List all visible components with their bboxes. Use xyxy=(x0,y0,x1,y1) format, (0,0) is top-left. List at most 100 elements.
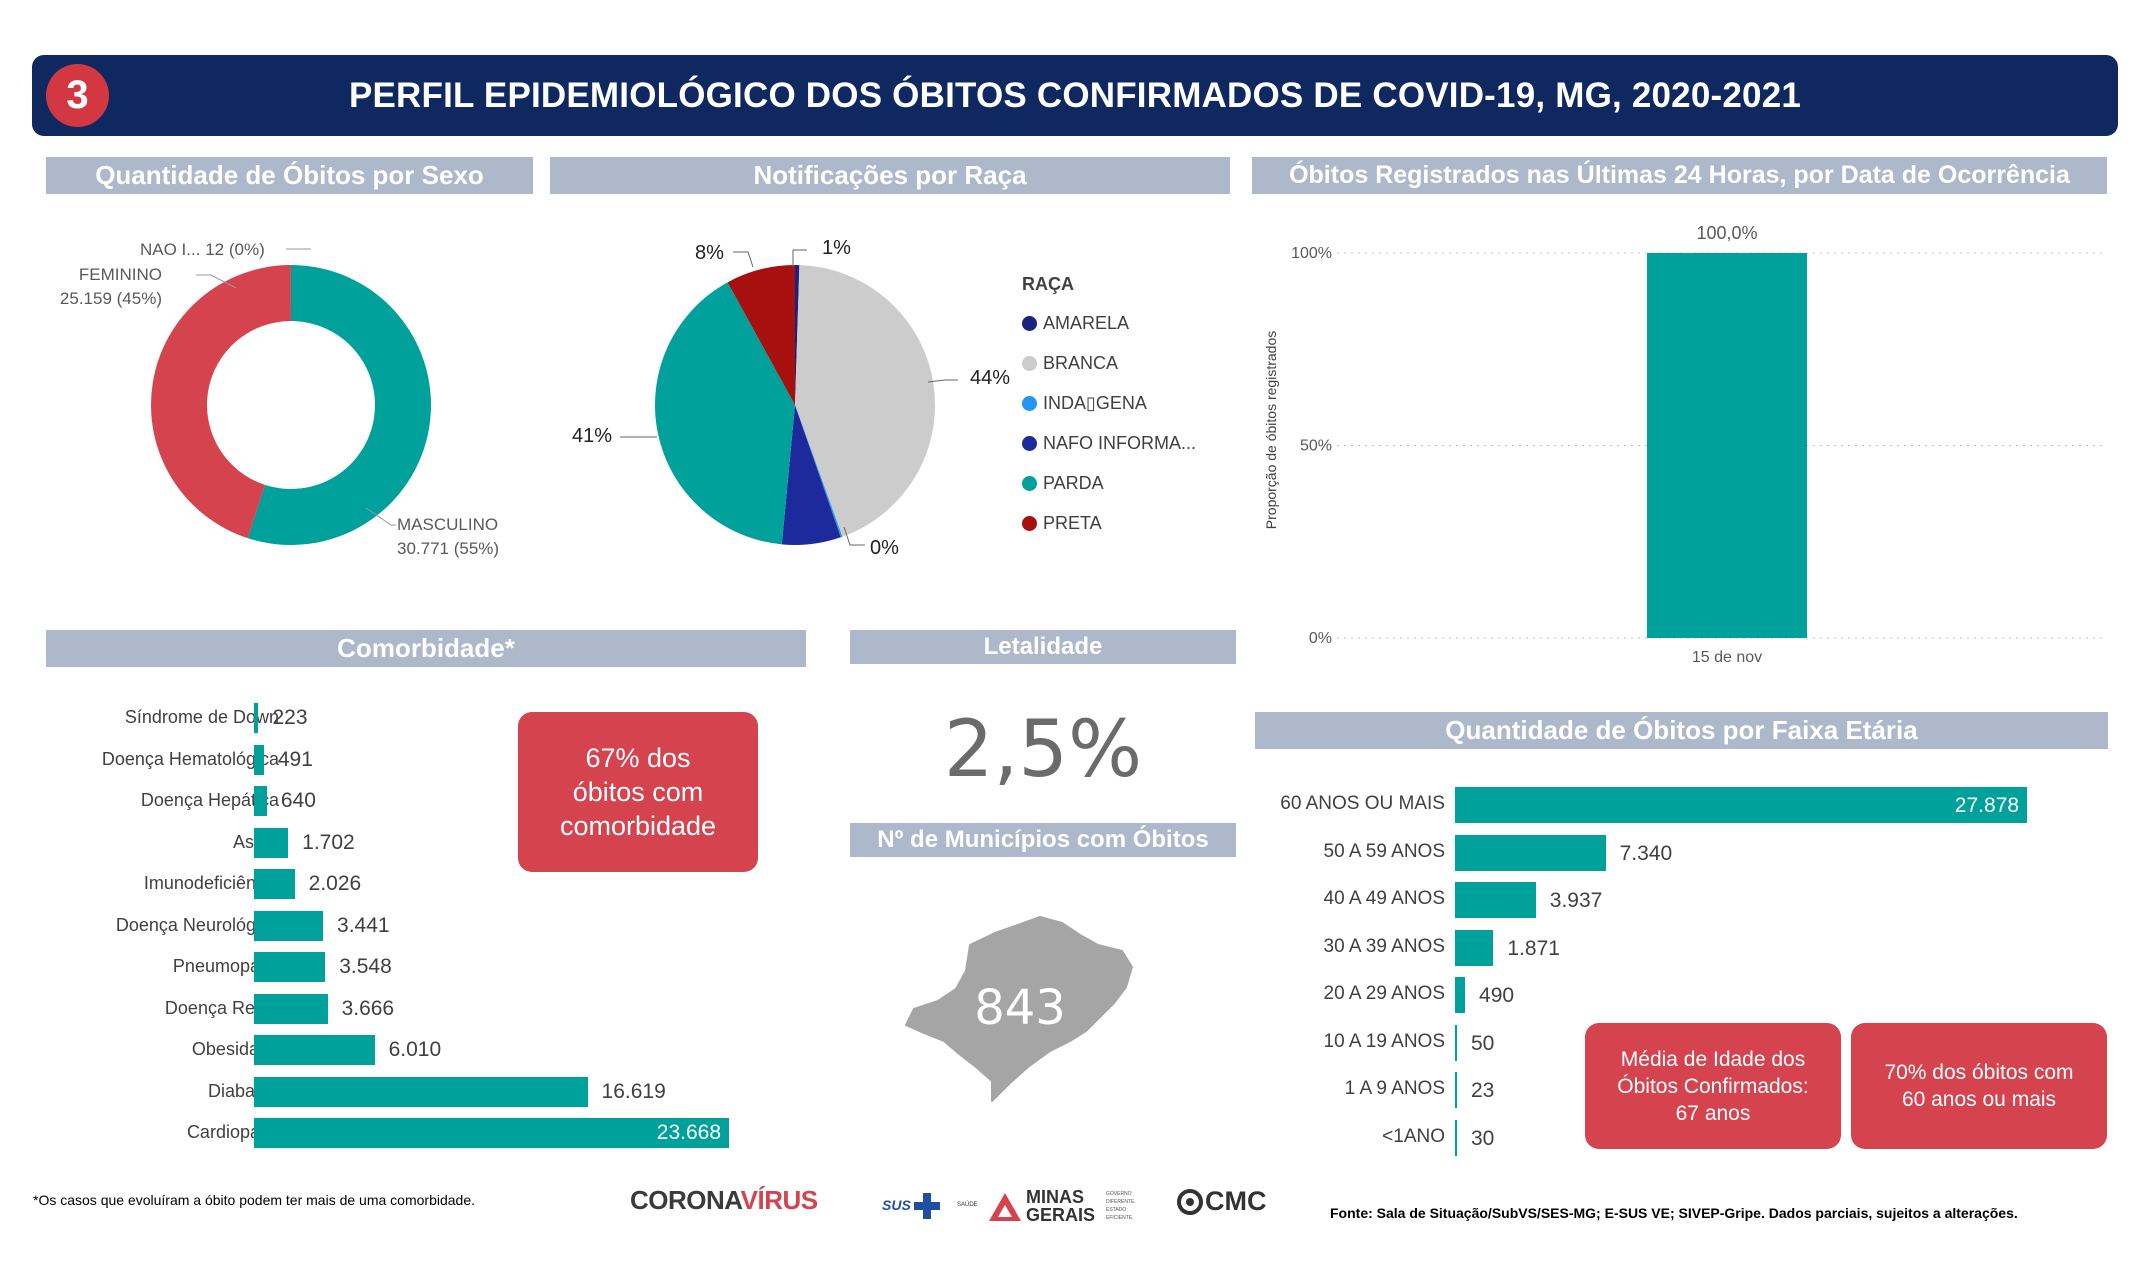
minas-gerais-logo: MINAS GERAIS GOVERNO DIFERENTE. ESTADO E… xyxy=(988,1188,1198,1228)
comorbidade-row-obesidade: Obesidade 6.010 xyxy=(40,1032,770,1066)
category-label: Asma xyxy=(39,825,279,859)
legend-item-branca: BRANCA xyxy=(1022,343,1242,383)
governo-tagline-line: DIFERENTE. xyxy=(1106,1199,1136,1205)
pie-slice-branca xyxy=(795,265,935,537)
bar xyxy=(254,744,264,775)
sexo-label-feminino-name: FEMININO xyxy=(78,265,162,284)
legend-label: INDA▯GENA xyxy=(1043,392,1147,413)
category-label: Diabates xyxy=(207,1080,279,1101)
raca-label-0pct: 0% xyxy=(870,537,899,559)
section-header-faixa: Quantidade de Óbitos por Faixa Etária xyxy=(1255,712,2108,749)
bar-value-label: 2.026 xyxy=(308,872,362,895)
sexo-label-feminino-value: 25.159 (45%) xyxy=(59,289,162,308)
label-line-8pct xyxy=(733,251,754,268)
bar-value-label: 490 xyxy=(1479,984,1515,1007)
category-label: 1 A 9 ANOS xyxy=(1344,1078,1445,1099)
donut-slice-masculino xyxy=(247,265,432,545)
category-label: 10 A 19 ANOS xyxy=(1323,1030,1445,1052)
sessenta-mais-callout: 70% dos óbitos com 60 anos ou mais xyxy=(1851,1023,2107,1149)
legend-item-parda: PARDA xyxy=(1022,463,1242,503)
legend-item-indagena: INDA▯GENA xyxy=(1022,383,1242,423)
minas-gerais-map-icon xyxy=(905,916,1133,1102)
saude-logo-text: SAÚDE xyxy=(957,1202,978,1208)
comorbidade-row-s-ndrome-de-down: Síndrome de Down 223 xyxy=(40,700,770,734)
raca-pie-chart xyxy=(620,249,958,546)
legend-dot-icon xyxy=(1022,435,1037,451)
label-line-0pct xyxy=(843,526,865,546)
bar-value-label: 16.619 xyxy=(601,1079,666,1103)
legend-label: NAFO INFORMA... xyxy=(1043,432,1196,453)
category-label: Imunodeficiência xyxy=(143,873,279,893)
faixa-row-10-a-19-anos: 10 A 19 ANOS 50 xyxy=(1255,1023,2115,1061)
category-label: Doença Hepática xyxy=(140,790,279,810)
letalidade-value: 2,5% xyxy=(943,705,1143,795)
category-label: Doença Neurológica xyxy=(115,914,279,935)
faixa-row-40-a-49-anos: 40 A 49 ANOS 3.937 xyxy=(1255,880,2115,918)
legend-dot-icon xyxy=(1022,515,1037,531)
pie-slice-preta xyxy=(727,265,795,405)
bar xyxy=(254,1118,729,1148)
bar-value-label: 491 xyxy=(277,747,313,771)
bar xyxy=(254,910,324,941)
comorbidade-row-doen-a-renal: Doença Renal 3.666 xyxy=(40,991,770,1025)
bar-value-label: 640 xyxy=(280,789,316,812)
bar xyxy=(1455,1072,1457,1108)
sexo-label-nao-info: NAO I... 12 (0%) xyxy=(140,240,265,260)
governo-tagline-line: ESTADO xyxy=(1106,1207,1127,1213)
category-label: Doença Hematológica xyxy=(101,748,279,769)
raca-label-44pct: 44% xyxy=(970,367,1011,389)
bar-value-label: 7.340 xyxy=(1619,841,1673,865)
bar xyxy=(254,869,295,899)
faixa-row-20-a-29-anos: 20 A 29 ANOS 490 xyxy=(1255,975,2115,1013)
bar-value-label: 1.871 xyxy=(1507,936,1560,960)
pie-slice-amarela xyxy=(795,265,800,405)
category-label: <1ANO xyxy=(1382,1125,1445,1147)
comorbidade-row-cardiopatia: Cardiopatia 23.668 xyxy=(40,1115,770,1149)
faixa-row-1-a-9-anos: 1 A 9 ANOS 23 xyxy=(1255,1070,2115,1108)
cmc-ring-icon xyxy=(1177,1189,1203,1215)
bar xyxy=(1455,882,1536,918)
faixa-row-30-a-39-anos: 30 A 39 ANOS 1.871 xyxy=(1255,928,2115,966)
ultimas24-bar-chart: 0% 50% 100% 100,0% 15 de nov Proporção de ó… xyxy=(1263,223,2102,666)
raca-label-1pct: 1% xyxy=(822,237,851,259)
section-header-municipios: Nº de Municípios com Óbitos xyxy=(850,823,1236,857)
idade-media-callout: Média de Idade dos Óbitos Confirmados: 6… xyxy=(1585,1023,1841,1149)
bar-value-label: 223 xyxy=(272,706,308,729)
corona-virus-logo: CORONAVÍRUS xyxy=(630,1185,818,1216)
header-banner: 3 PERFIL EPIDEMIOLÓGICO DOS ÓBITOS CONFI… xyxy=(32,55,2118,136)
section-header-letalidade: Letalidade xyxy=(850,630,1236,664)
sexo-label-nao-info-value: 12 (0%) xyxy=(205,240,265,259)
bar xyxy=(1455,1119,1457,1156)
bar xyxy=(1455,929,1494,966)
governo-tagline-line: EFICIENTE. xyxy=(1106,1215,1134,1221)
comorbidade-row-doen-a-hematol-gica: Doença Hematológica 491 xyxy=(40,742,770,776)
bar-value-label: 1.702 xyxy=(302,830,355,854)
raca-legend-title: RAÇA xyxy=(1022,274,1074,294)
label-line-44pct xyxy=(927,379,958,383)
bar xyxy=(254,786,267,816)
faixa-etaria-bar-chart: 60 ANOS OU MAIS 27.878 50 A 59 ANOS 7.340 40… xyxy=(1255,785,2115,1156)
sus-logo-text: SUS xyxy=(882,1197,911,1213)
governo-tagline: GOVERNO DIFERENTE. ESTADO EFICIENTE. xyxy=(1106,1190,1176,1222)
comorbidade-row-diabates: Diabates 16.619 xyxy=(40,1074,770,1108)
cmc-logo: CMC xyxy=(1175,1184,1305,1224)
category-label: 40 A 49 ANOS xyxy=(1323,888,1445,909)
corona-logo-text-a: CORONA xyxy=(630,1185,741,1215)
comorbidade-row-pneumopatia: Pneumopatia 3.548 xyxy=(40,949,770,983)
y-tick-label: 0% xyxy=(1309,630,1332,647)
bar xyxy=(1455,977,1466,1013)
legend-item-nafo-informa: NAFO INFORMA... xyxy=(1022,423,1242,463)
sexo-label-nao-info-name: NAO I... xyxy=(140,240,201,259)
section-header-sexo: Quantidade de Óbitos por Sexo xyxy=(46,157,533,194)
sexo-label-masculino-value: 30.771 (55%) xyxy=(397,539,500,558)
bar-value-label: 3.548 xyxy=(339,955,392,978)
section-header-comorbidade: Comorbidade* xyxy=(46,630,806,667)
legend-label: BRANCA xyxy=(1043,352,1119,373)
legend-item-amarela: AMARELA xyxy=(1022,303,1242,343)
footnote: *Os casos que evoluíram a óbito podem te… xyxy=(33,1192,476,1208)
legend-dot-icon xyxy=(1022,315,1037,331)
sus-logo: SUS xyxy=(882,1190,944,1224)
bar-value-label: 23 xyxy=(1471,1079,1495,1102)
bar xyxy=(1455,787,2027,823)
label-line-1pct xyxy=(792,249,807,267)
